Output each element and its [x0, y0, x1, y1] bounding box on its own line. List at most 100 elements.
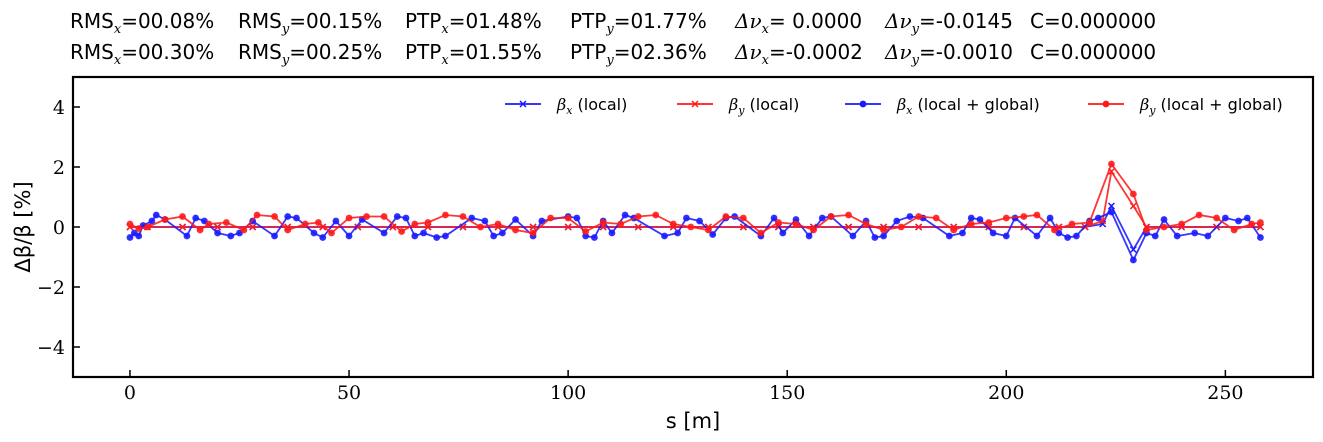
data-point	[442, 211, 449, 219]
data-point	[1002, 232, 1010, 240]
data-point	[1257, 219, 1264, 226]
data-point	[135, 225, 143, 232]
data-point	[214, 223, 222, 231]
stat-value: =01.48%	[448, 9, 542, 33]
stat-item: Δνy=-0.0145	[885, 6, 1013, 45]
data-point	[722, 213, 730, 220]
data-point	[363, 213, 370, 220]
data-point	[608, 229, 616, 237]
data-point	[442, 232, 449, 240]
data-point	[704, 226, 712, 234]
data-point	[1094, 214, 1102, 222]
data-point	[696, 217, 703, 225]
data-point	[512, 226, 519, 234]
stat-value: =00.15%	[289, 9, 383, 33]
data-point	[411, 220, 419, 228]
stat-value: =01.55%	[448, 40, 542, 64]
stat-sub: y	[606, 53, 614, 68]
stat-base: PTP	[570, 40, 607, 64]
stat-item: RMSy=00.25%	[238, 37, 382, 76]
data-point	[880, 232, 888, 240]
data-point	[805, 232, 813, 240]
data-point	[459, 213, 467, 220]
stat-value: =00.08%	[121, 9, 215, 33]
data-point	[402, 214, 410, 222]
data-point	[1064, 234, 1072, 241]
data-point	[564, 223, 572, 231]
data-point	[634, 223, 642, 231]
data-point	[319, 234, 327, 241]
stat-sub: x	[441, 22, 449, 37]
stat-base: Δν	[885, 9, 912, 33]
data-point	[985, 219, 993, 226]
data-point	[582, 228, 590, 235]
data-point	[1195, 211, 1203, 219]
data-point	[547, 214, 554, 222]
data-point	[284, 226, 292, 234]
data-point	[411, 232, 419, 240]
data-point	[481, 217, 489, 225]
data-point	[757, 229, 765, 237]
data-point	[332, 217, 340, 225]
data-point	[687, 223, 695, 231]
data-point	[849, 232, 857, 240]
data-point	[1230, 226, 1238, 234]
data-point	[433, 234, 441, 241]
data-point	[183, 232, 191, 240]
data-point	[398, 228, 406, 235]
y-tick-label: 0	[53, 217, 65, 239]
stat-base: Δν	[885, 40, 912, 64]
data-point	[1178, 220, 1185, 228]
stat-item: PTPy=02.36%	[570, 37, 707, 76]
data-point	[380, 213, 388, 220]
data-point	[1221, 214, 1229, 222]
stat-value: =00.25%	[289, 40, 383, 64]
data-point	[1051, 226, 1058, 234]
data-point	[1129, 202, 1137, 210]
stat-item: RMSy=00.15%	[238, 6, 382, 45]
x-tick-label: 0	[124, 382, 136, 404]
data-point	[1072, 232, 1080, 240]
data-point	[126, 234, 134, 241]
data-point	[1257, 234, 1264, 241]
data-point	[897, 223, 905, 231]
data-point	[529, 229, 537, 237]
x-tick-label: 200	[988, 382, 1024, 404]
data-point	[249, 223, 257, 231]
data-point	[709, 231, 717, 238]
data-point	[1151, 232, 1159, 240]
data-point	[1108, 160, 1115, 168]
data-point	[1129, 245, 1137, 254]
data-point	[271, 213, 278, 220]
x-tick-label: 250	[1207, 382, 1243, 404]
data-point	[1160, 216, 1168, 223]
data-point	[862, 220, 870, 228]
data-point	[827, 213, 835, 220]
stat-sub: x	[113, 53, 122, 68]
data-point	[345, 214, 353, 222]
data-point	[380, 229, 388, 237]
legend-label: βx (local)	[556, 95, 627, 117]
data-point	[284, 213, 292, 220]
data-point	[179, 213, 186, 220]
data-point	[617, 220, 625, 228]
stat-value: =-0.0002	[768, 40, 863, 64]
data-point	[314, 219, 322, 226]
data-point	[1129, 190, 1137, 198]
data-point	[345, 232, 353, 240]
legend-marker	[519, 100, 527, 108]
stat-item: PTPx=01.55%	[405, 37, 542, 76]
stat-base: C	[1030, 9, 1044, 33]
data-point	[240, 226, 248, 234]
data-point	[214, 229, 221, 237]
data-point	[538, 217, 546, 225]
stat-sub: y	[606, 22, 614, 37]
data-point	[573, 214, 581, 222]
stat-value: =-0.0145	[918, 9, 1013, 33]
stat-base: RMS	[238, 40, 282, 64]
data-point	[792, 220, 800, 228]
stat-sub: y	[281, 22, 290, 37]
data-point	[529, 223, 537, 231]
data-point	[683, 214, 690, 222]
